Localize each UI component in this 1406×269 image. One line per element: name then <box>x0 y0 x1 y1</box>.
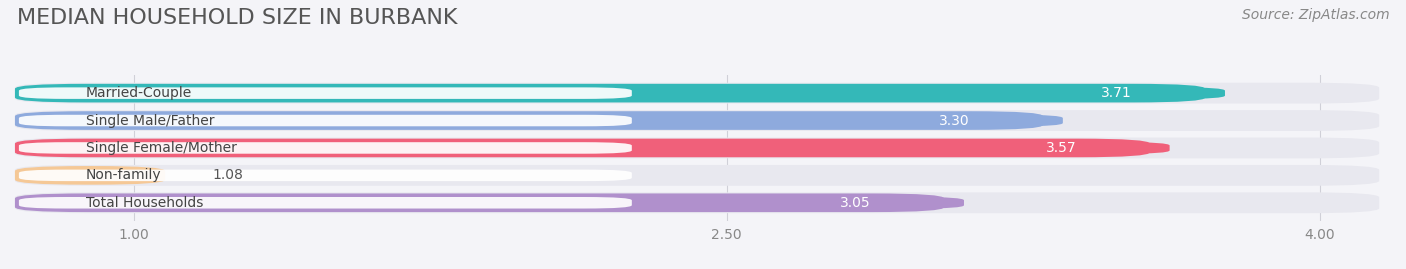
FancyBboxPatch shape <box>18 87 631 99</box>
FancyBboxPatch shape <box>15 111 1043 130</box>
FancyBboxPatch shape <box>18 142 631 154</box>
FancyBboxPatch shape <box>1008 87 1225 99</box>
FancyBboxPatch shape <box>15 110 1379 131</box>
FancyBboxPatch shape <box>15 137 1379 158</box>
FancyBboxPatch shape <box>15 192 1379 213</box>
Text: Single Male/Father: Single Male/Father <box>86 114 215 128</box>
FancyBboxPatch shape <box>952 142 1170 154</box>
Text: Non-family: Non-family <box>86 168 162 182</box>
FancyBboxPatch shape <box>18 115 631 126</box>
FancyBboxPatch shape <box>15 84 1205 102</box>
Text: Married-Couple: Married-Couple <box>86 86 193 100</box>
Text: Source: ZipAtlas.com: Source: ZipAtlas.com <box>1241 8 1389 22</box>
FancyBboxPatch shape <box>15 83 1379 104</box>
FancyBboxPatch shape <box>15 165 1379 186</box>
Text: 3.71: 3.71 <box>1101 86 1132 100</box>
FancyBboxPatch shape <box>18 197 631 208</box>
Text: Single Female/Mother: Single Female/Mother <box>86 141 238 155</box>
Text: 3.05: 3.05 <box>839 196 870 210</box>
FancyBboxPatch shape <box>18 169 631 181</box>
FancyBboxPatch shape <box>845 115 1063 126</box>
FancyBboxPatch shape <box>15 166 166 185</box>
Text: Total Households: Total Households <box>86 196 204 210</box>
Text: 3.57: 3.57 <box>1046 141 1076 155</box>
Text: MEDIAN HOUSEHOLD SIZE IN BURBANK: MEDIAN HOUSEHOLD SIZE IN BURBANK <box>17 8 457 28</box>
Text: 1.08: 1.08 <box>212 168 243 182</box>
Text: 3.30: 3.30 <box>939 114 969 128</box>
FancyBboxPatch shape <box>15 193 945 212</box>
FancyBboxPatch shape <box>747 197 965 208</box>
FancyBboxPatch shape <box>15 139 1150 157</box>
